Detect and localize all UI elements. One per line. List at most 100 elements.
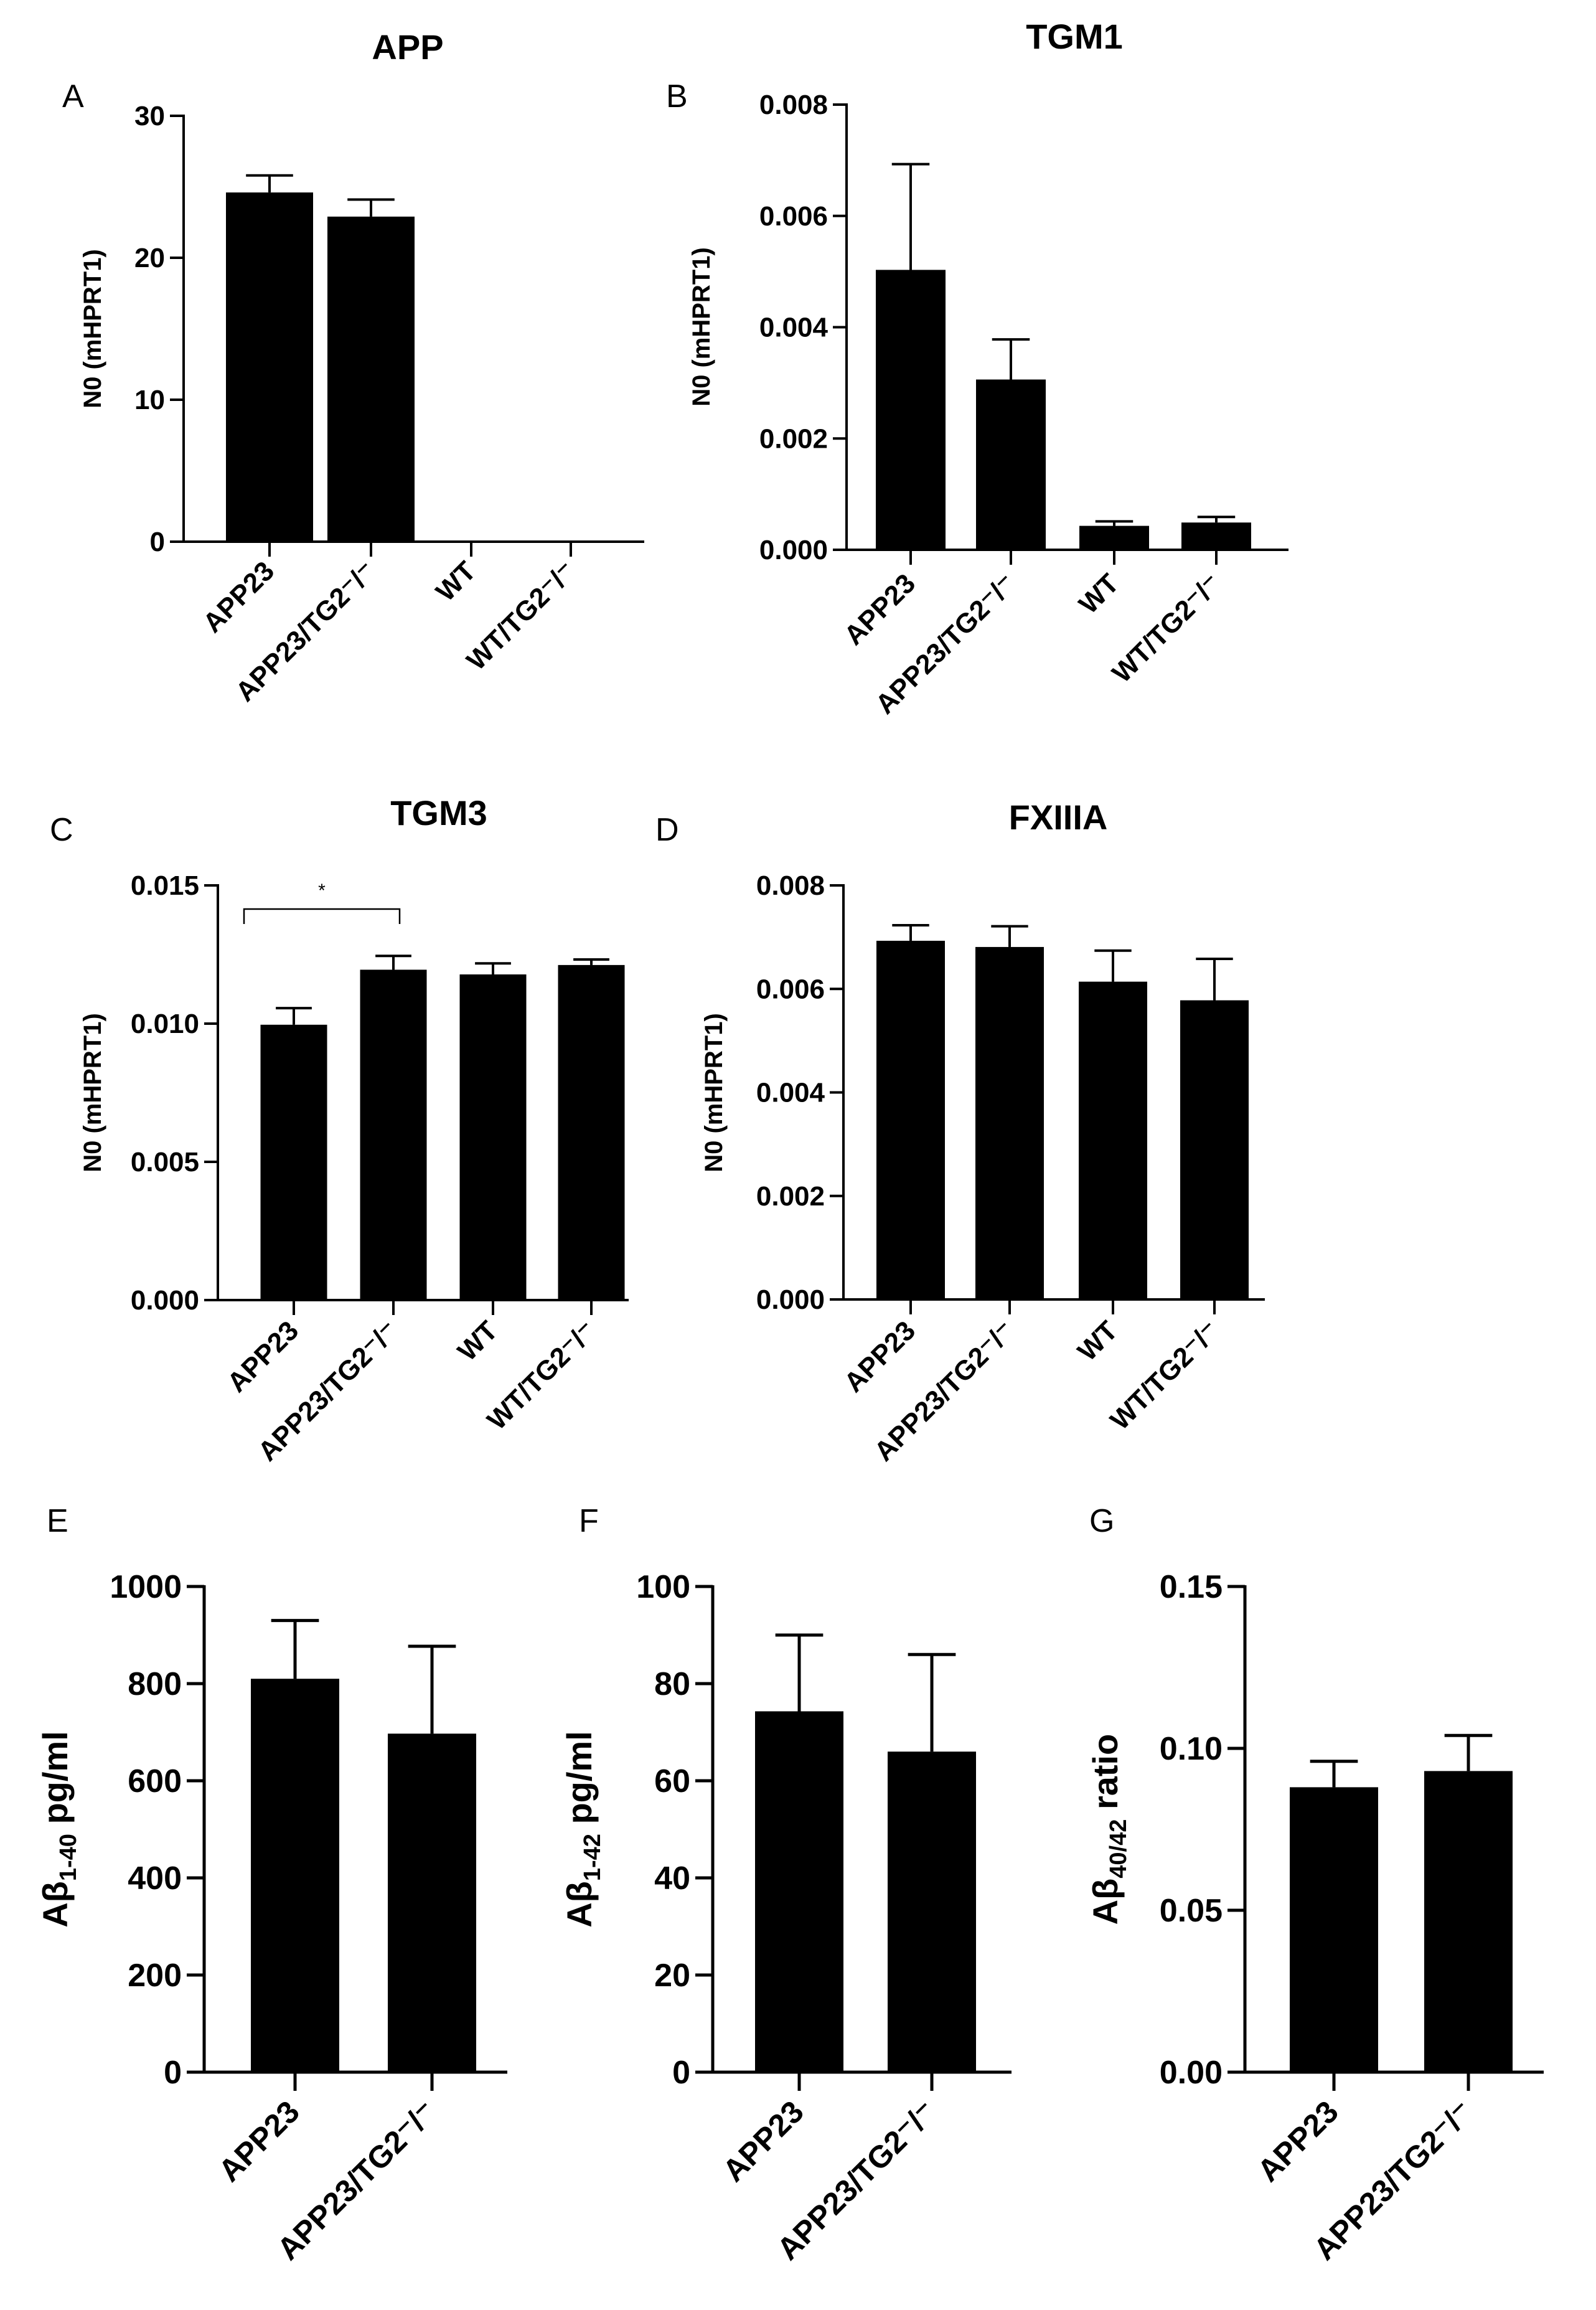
panel-f-ylabel-rest: pg/ml <box>560 1731 599 1834</box>
panel-b-ytick-label: 0.008 <box>759 90 828 120</box>
panel-a-ylabel: N0 (mHPRT1) <box>79 249 106 408</box>
panel-a-label: A <box>62 78 84 115</box>
panel-b: B TGM1 0.000 0.002 0.004 0.006 0.008 N0 (mHPRT1… <box>666 17 1289 720</box>
panel-d-ytick-label: 0.006 <box>756 974 825 1004</box>
panel-g-bar <box>1290 1787 1378 2072</box>
panel-d-bar <box>975 946 1044 1299</box>
panel-c-ytick-label: 0.005 <box>131 1147 199 1177</box>
panel-g-label: G <box>1089 1503 1114 1539</box>
panel-e-ylabel-rest: pg/ml <box>35 1731 75 1834</box>
panel-c-ytick-label: 0.000 <box>131 1285 199 1316</box>
panel-c-significance-bracket <box>243 908 401 924</box>
panel-b-label: B <box>666 78 688 115</box>
panel-g-ytick-label: 0.05 <box>1160 1893 1223 1929</box>
panel-a-bar <box>327 216 415 542</box>
panel-a-ytick-label: 30 <box>134 101 165 131</box>
panel-c-category-label: WT <box>452 1315 504 1367</box>
panel-a-bar <box>226 192 313 542</box>
panel-b-category-label: WT/TG2⁻/⁻ <box>1106 568 1227 689</box>
panel-c-bar <box>360 969 427 1300</box>
panel-g-category-label: APP23 <box>1251 2094 1345 2189</box>
panel-d-ytick-label: 0.000 <box>756 1285 825 1315</box>
panel-d-ytick-label: 0.002 <box>756 1181 825 1212</box>
panel-f-category-label: APP23 <box>716 2094 810 2189</box>
panel-b-ytick-label: 0.002 <box>759 423 828 454</box>
panel-b-bar <box>876 270 946 550</box>
panel-d-ytick-label: 0.008 <box>756 870 825 901</box>
panel-a-category-label: WT <box>430 555 482 607</box>
panel-a-title: APP <box>372 27 443 67</box>
panel-f-ylabel-sub: 1-42 <box>580 1834 606 1881</box>
panel-g-ytick-label: 0.00 <box>1160 2055 1223 2091</box>
panel-f-ytick-label: 20 <box>654 1958 690 1994</box>
panel-e-ytick-label: 200 <box>128 1958 182 1994</box>
panel-e-ylabel-main: Aβ <box>35 1881 75 1928</box>
panel-b-bar <box>976 379 1046 550</box>
panel-e-bar <box>251 1679 339 2072</box>
panel-f-label: F <box>579 1503 599 1539</box>
panel-c: C TGM3 0.000 0.005 0.010 0.015 N0 (mHPRT1) APP2… <box>50 793 629 1467</box>
panel-g-ylabel-sub: 40/42 <box>1105 1819 1132 1879</box>
panel-g-ylabel-main: Aβ <box>1086 1879 1125 1925</box>
panel-c-bar <box>260 1024 327 1300</box>
panel-b-ytick-label: 0.006 <box>759 201 828 232</box>
panel-d-title: FXIIIA <box>1009 798 1108 837</box>
panel-g-ytick-label: 0.10 <box>1160 1731 1223 1767</box>
panel-c-ylabel: N0 (mHPRT1) <box>79 1013 106 1172</box>
panel-f-bar <box>888 1751 976 2072</box>
panel-g-ylabel-rest: ratio <box>1086 1734 1125 1819</box>
panel-a-category-label: WT/TG2⁻/⁻ <box>461 555 581 676</box>
panel-b-category-label: APP23 <box>838 568 921 651</box>
panel-e-category-label: APP23 <box>212 2094 306 2189</box>
panel-b-bar <box>1079 526 1149 550</box>
panel-e-ylabel-sub: 1-40 <box>55 1834 82 1881</box>
panel-f-ytick-label: 60 <box>654 1763 690 1799</box>
panel-c-title: TGM3 <box>390 793 487 832</box>
panel-c-ytick-label: 0.010 <box>131 1009 199 1039</box>
panel-f-ylabel-main: Aβ <box>560 1881 599 1928</box>
panel-a-category-label: APP23 <box>197 555 280 638</box>
panel-b-title: TGM1 <box>1026 17 1123 56</box>
panel-b-ytick-label: 0.004 <box>759 313 829 343</box>
panel-b-category-label: WT <box>1073 568 1125 620</box>
panel-e-label: E <box>47 1503 68 1539</box>
panel-e-ylabel: Aβ1-40 pg/ml <box>35 1731 82 1928</box>
panel-g-ylabel: Aβ40/42 ratio <box>1086 1734 1132 1925</box>
panel-d-bar <box>876 940 945 1299</box>
panel-e-bar <box>388 1733 476 2072</box>
panel-b-bar <box>1181 522 1251 550</box>
panel-a-ytick-label: 20 <box>134 243 165 273</box>
panel-c-category-label: APP23 <box>222 1315 304 1398</box>
panel-b-ylabel: N0 (mHPRT1) <box>688 247 715 407</box>
panel-c-label: C <box>50 812 73 848</box>
panel-c-bar <box>558 964 625 1300</box>
panel-d: D FXIIIA 0.000 0.002 0.004 0.006 0.008 N0 (mHPR… <box>655 798 1265 1467</box>
panel-e-ytick-label: 800 <box>128 1666 182 1702</box>
panel-e-ytick-label: 600 <box>128 1763 182 1799</box>
panel-g-ytick-label: 0.15 <box>1160 1569 1223 1605</box>
panel-c-ytick-label: 0.015 <box>131 870 199 901</box>
panel-f-bar <box>755 1711 843 2072</box>
panel-e-ytick-label: 1000 <box>110 1569 182 1605</box>
panel-d-ylabel: N0 (mHPRT1) <box>700 1013 728 1172</box>
panel-c-significance-label: * <box>318 880 326 901</box>
panel-f-ylabel: Aβ1-42 pg/ml <box>560 1731 606 1928</box>
panel-a-ytick-label: 10 <box>134 385 165 415</box>
panel-d-category-label: APP23 <box>838 1315 921 1398</box>
panel-f-ytick-label: 0 <box>672 2055 690 2091</box>
panel-e-ytick-label: 400 <box>128 1860 182 1897</box>
panel-d-ytick-label: 0.004 <box>756 1078 825 1108</box>
panel-d-label: D <box>655 812 679 848</box>
panel-d-category-label: WT <box>1072 1315 1124 1367</box>
panel-d-category-label: WT/TG2⁻/⁻ <box>1104 1315 1225 1436</box>
panel-f-ytick-label: 100 <box>636 1569 690 1605</box>
panel-d-bar <box>1180 1000 1249 1299</box>
panel-f-ytick-label: 80 <box>654 1666 690 1702</box>
panel-e-ytick-label: 0 <box>164 2055 182 2091</box>
panel-d-bar <box>1079 981 1147 1299</box>
